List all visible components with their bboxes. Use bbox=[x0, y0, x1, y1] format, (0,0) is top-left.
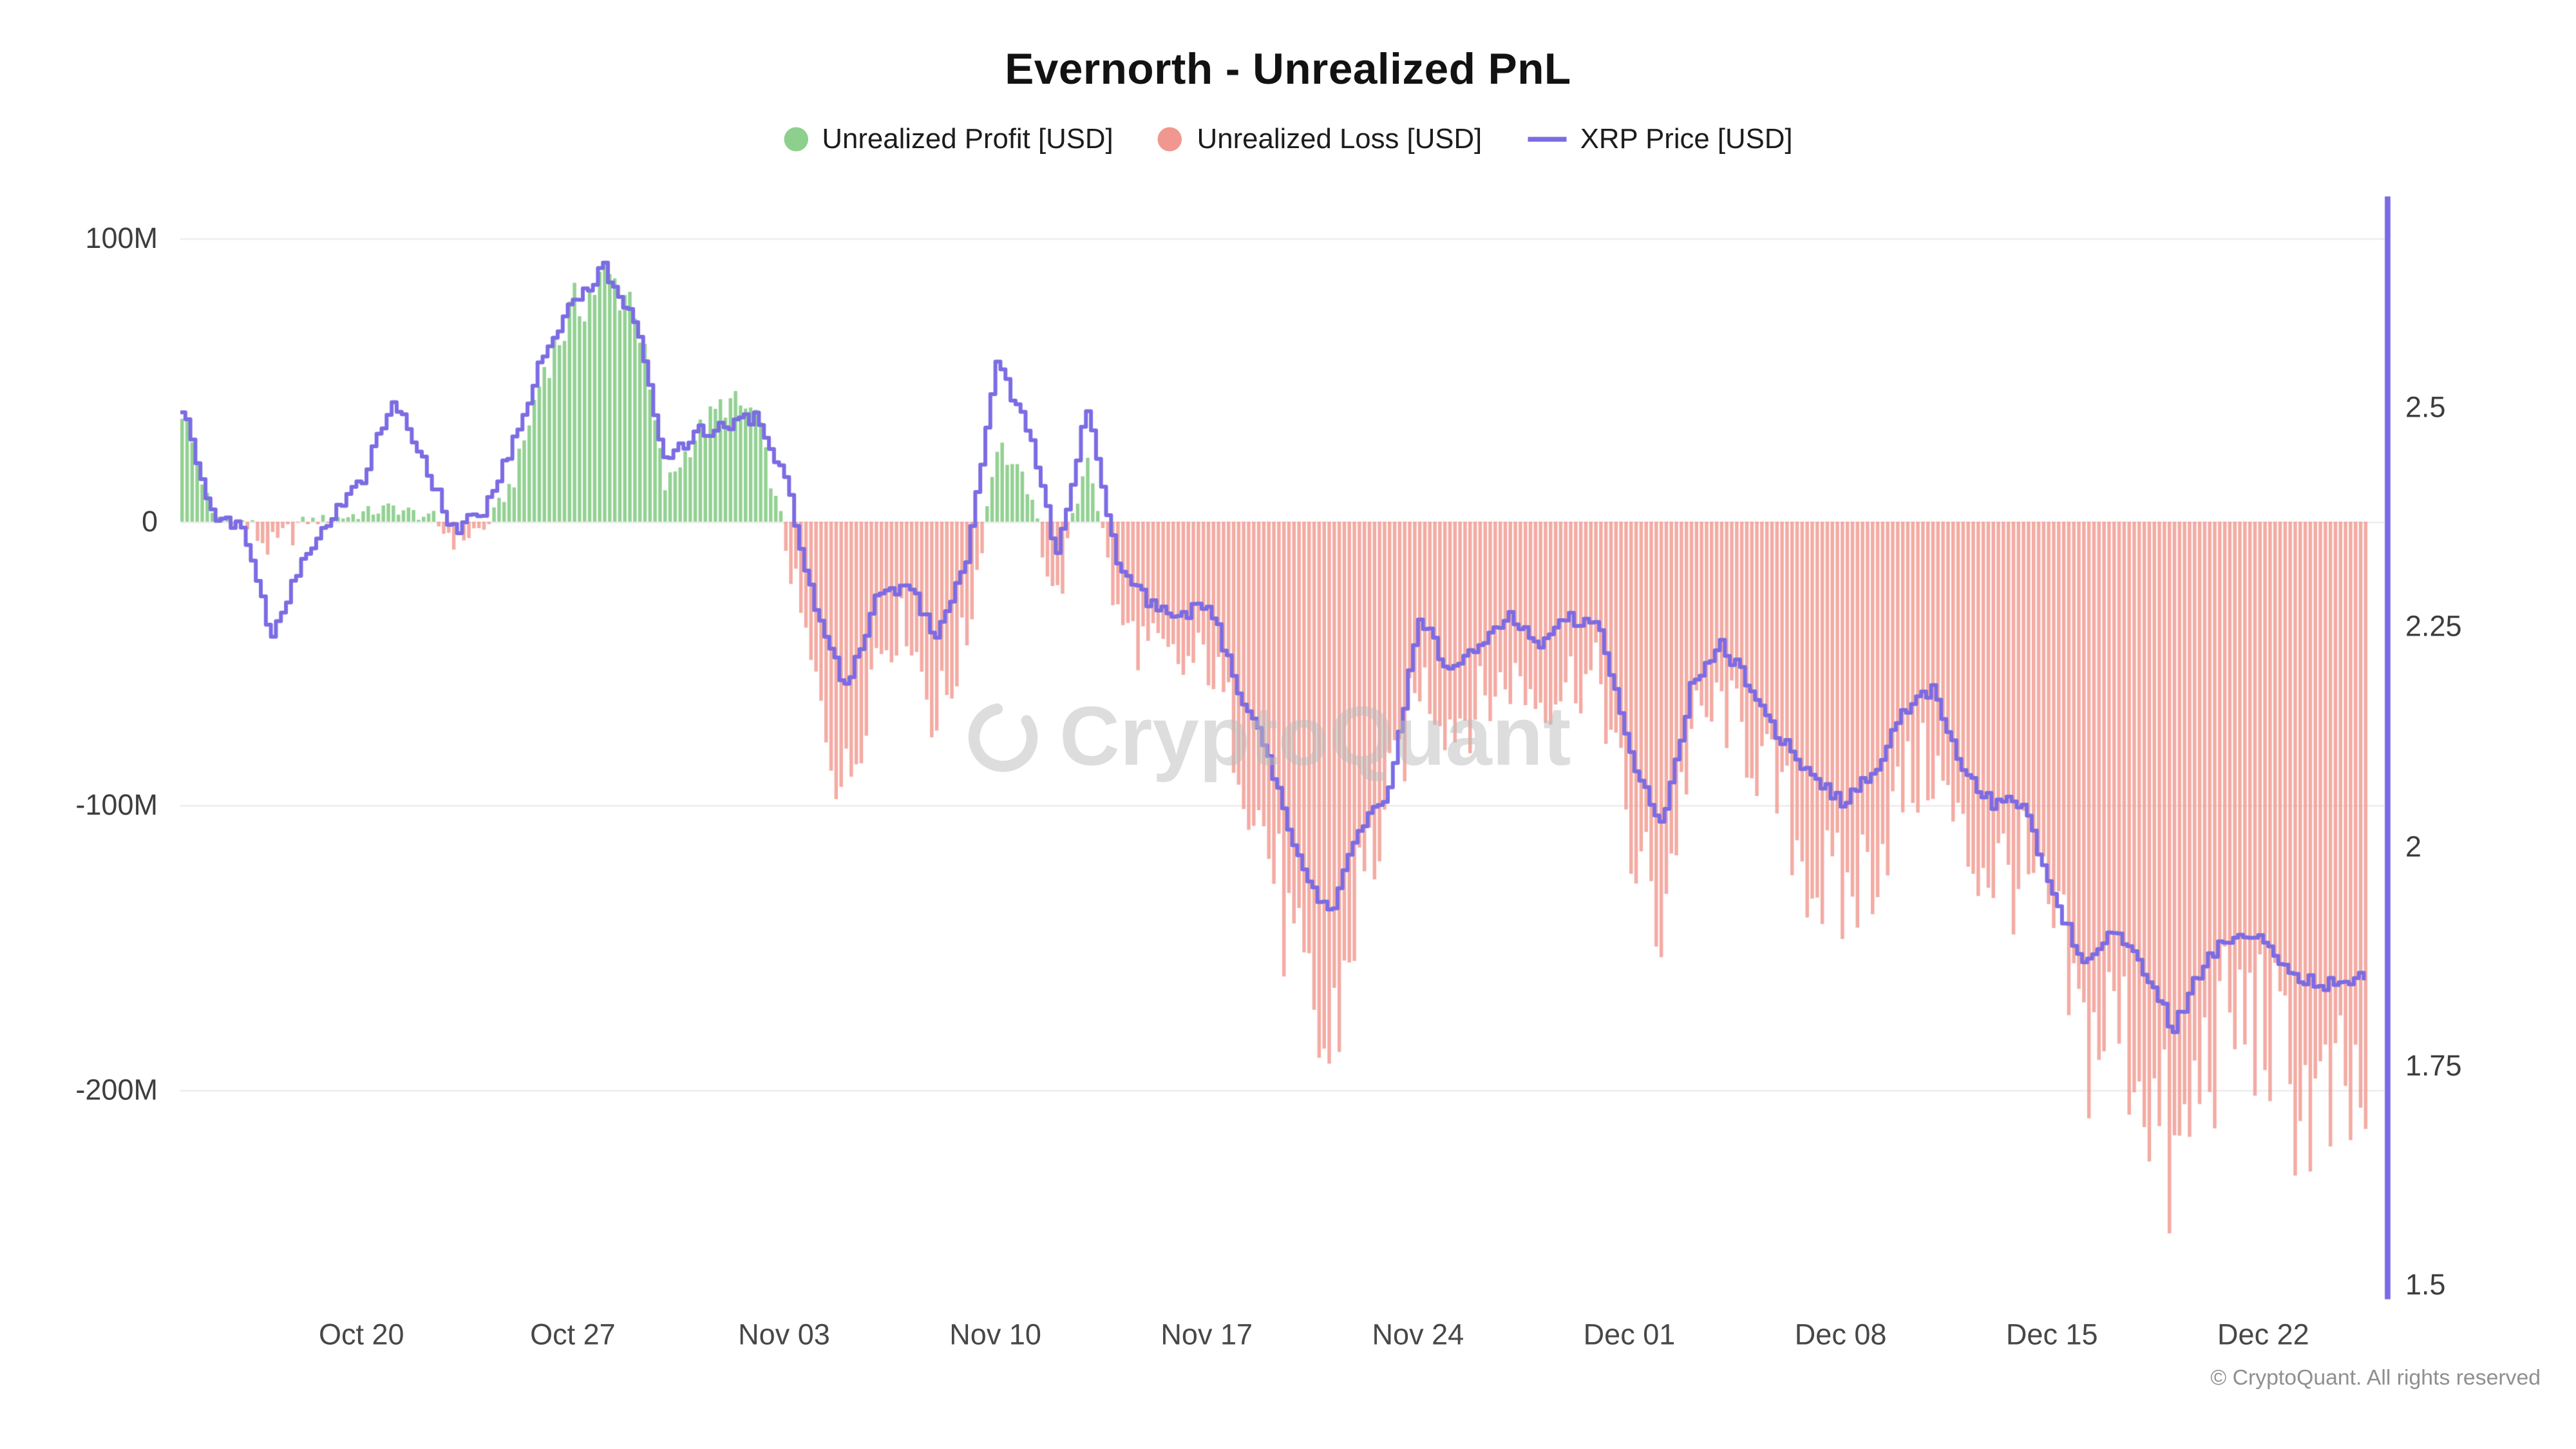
right-axis-tick: 2.5 bbox=[2405, 391, 2446, 424]
right-axis-tick: 2.25 bbox=[2405, 611, 2462, 643]
right-axis-tick: 2 bbox=[2405, 829, 2422, 862]
x-axis-tick: Oct 20 bbox=[318, 1318, 404, 1351]
right-axis-tick: 1.75 bbox=[2405, 1049, 2462, 1082]
left-axis-tick: -100M bbox=[75, 789, 158, 822]
x-axis-tick: Dec 01 bbox=[1583, 1318, 1676, 1351]
x-axis-tick: Nov 24 bbox=[1372, 1318, 1464, 1351]
x-axis-tick: Nov 17 bbox=[1160, 1318, 1253, 1351]
left-axis-tick: 100M bbox=[85, 222, 158, 254]
x-axis-tick: Dec 15 bbox=[2005, 1318, 2098, 1351]
x-axis-tick: Dec 08 bbox=[1794, 1318, 1887, 1351]
right-axis-tick: 1.5 bbox=[2405, 1269, 2446, 1301]
x-axis-tick: Dec 22 bbox=[2217, 1318, 2309, 1351]
left-axis-tick: -200M bbox=[75, 1073, 158, 1106]
x-axis-tick: Nov 03 bbox=[738, 1318, 830, 1351]
left-axis-tick: 0 bbox=[141, 506, 158, 538]
copyright-footer: © CryptoQuant. All rights reserved bbox=[2210, 1365, 2541, 1390]
x-axis-tick: Nov 10 bbox=[949, 1318, 1041, 1351]
x-axis-tick: Oct 27 bbox=[530, 1318, 616, 1351]
